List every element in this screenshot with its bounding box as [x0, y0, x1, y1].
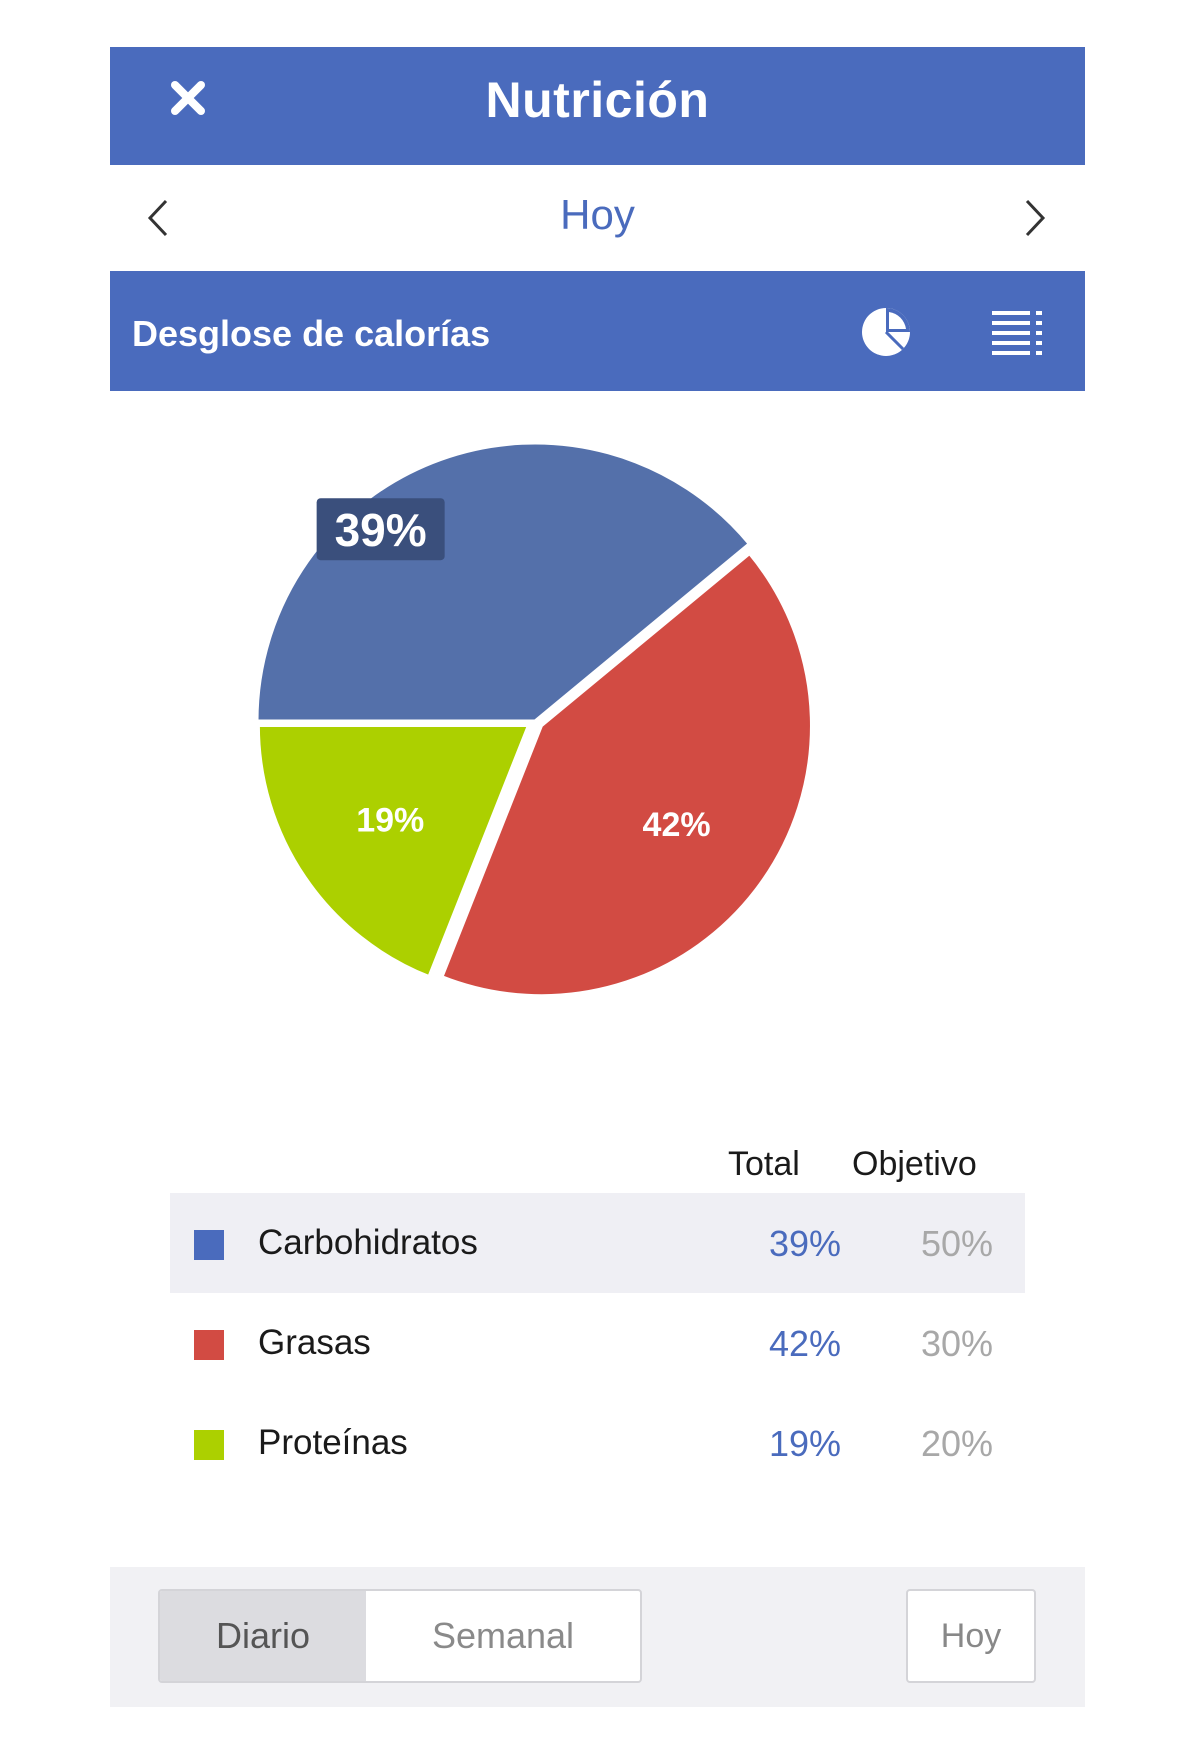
macro-total: 42%	[768, 1323, 841, 1364]
total-column-header: Total	[728, 1145, 800, 1183]
page-title: Nutrición	[485, 72, 710, 128]
legend-swatch	[194, 1430, 224, 1460]
pie-label-carbohidratos: 39%	[335, 504, 427, 556]
date-navigator: Hoy	[110, 165, 1085, 271]
close-icon	[171, 81, 205, 115]
pie-slice-grasas[interactable]	[440, 551, 813, 998]
chevron-right-icon	[1025, 199, 1046, 237]
calorie-breakdown-bar: Desglose de calorías	[110, 271, 1085, 391]
macro-goal: 50%	[920, 1223, 993, 1264]
macro-goal: 20%	[920, 1423, 993, 1464]
weekly-tab[interactable]: Semanal	[431, 1615, 575, 1656]
macro-name: Carbohidratos	[258, 1223, 478, 1262]
legend-row-carbs[interactable]: Carbohidratos 39% 50%	[170, 1193, 1025, 1293]
legend-row-proteins[interactable]: Proteínas 19% 20%	[170, 1393, 1025, 1493]
macro-name: Proteínas	[258, 1423, 408, 1462]
today-button[interactable]: Hoy	[906, 1589, 1036, 1683]
previous-day-button[interactable]	[138, 193, 178, 243]
macro-total: 39%	[768, 1223, 841, 1264]
current-day-label: Hoy	[560, 191, 635, 238]
pie-label-grasas: 42%	[643, 806, 711, 844]
chevron-left-icon	[147, 199, 168, 237]
legend-row-fats[interactable]: Grasas 42% 30%	[170, 1293, 1025, 1393]
macro-total: 19%	[768, 1423, 841, 1464]
goal-column-header: Objetivo	[852, 1145, 977, 1183]
next-day-button[interactable]	[1015, 193, 1055, 243]
macro-name: Grasas	[258, 1323, 371, 1362]
section-title: Desglose de calorías	[132, 313, 491, 354]
close-button[interactable]	[168, 78, 208, 118]
macro-legend: Carbohidratos 39% 50% Grasas 42% 30% Pro…	[170, 1193, 1025, 1493]
legend-swatch	[194, 1230, 224, 1260]
header-bar: Nutrición	[110, 47, 1085, 165]
pie-view-button[interactable]	[858, 304, 914, 360]
legend-swatch	[194, 1330, 224, 1360]
macro-goal: 30%	[920, 1323, 993, 1364]
daily-tab[interactable]: Diario	[160, 1591, 366, 1681]
list-view-button[interactable]	[990, 307, 1046, 359]
list-icon	[992, 311, 1042, 355]
footer-toolbar: Diario Semanal Hoy	[110, 1567, 1085, 1707]
period-segmented-control: Diario Semanal	[158, 1589, 642, 1683]
nutrition-screen: Nutrición Hoy Desglose de calorías	[110, 47, 1085, 1707]
calorie-pie-chart: 39% 42% 19%	[255, 441, 813, 998]
pie-slice-proteinas[interactable]	[256, 723, 531, 979]
pie-label-proteinas: 19%	[356, 801, 424, 839]
highlight-label-box	[316, 498, 445, 561]
pie-chart-icon	[862, 308, 910, 356]
